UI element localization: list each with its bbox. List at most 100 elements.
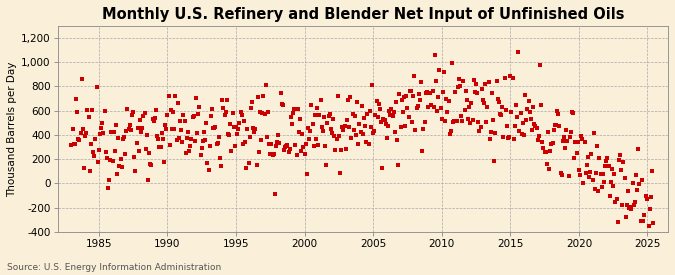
- Point: [342, 118, 352, 123]
- Point: [157, 137, 168, 141]
- Point: [402, 106, 413, 111]
- Point: [81, 131, 92, 135]
- Point: [360, 124, 371, 128]
- Point: [537, 140, 547, 144]
- Point: [607, 167, 618, 171]
- Point: [261, 82, 271, 87]
- Point: [320, 144, 331, 148]
- Point: [200, 138, 211, 142]
- Point: [639, 213, 649, 217]
- Point: [615, 153, 626, 157]
- Point: [335, 170, 346, 175]
- Point: [410, 127, 421, 132]
- Point: [414, 92, 425, 96]
- Point: [223, 132, 234, 136]
- Point: [518, 121, 529, 125]
- Point: [551, 123, 562, 128]
- Point: [394, 92, 405, 97]
- Point: [167, 110, 178, 114]
- Point: [586, 152, 597, 156]
- Point: [512, 115, 522, 120]
- Point: [591, 171, 601, 175]
- Point: [246, 106, 256, 110]
- Point: [338, 128, 349, 133]
- Point: [546, 142, 557, 146]
- Point: [529, 122, 540, 126]
- Point: [147, 116, 158, 121]
- Point: [513, 50, 524, 54]
- Point: [418, 126, 429, 131]
- Point: [290, 143, 301, 147]
- Point: [556, 172, 567, 177]
- Point: [592, 144, 603, 148]
- Point: [597, 172, 608, 177]
- Point: [477, 98, 488, 102]
- Point: [353, 142, 364, 146]
- Point: [627, 180, 638, 185]
- Point: [358, 116, 369, 120]
- Point: [140, 147, 151, 151]
- Point: [508, 137, 519, 142]
- Point: [328, 117, 339, 121]
- Point: [605, 180, 616, 184]
- Point: [99, 109, 110, 113]
- Point: [507, 76, 518, 80]
- Point: [462, 98, 472, 103]
- Point: [146, 163, 157, 167]
- Point: [129, 154, 140, 159]
- Point: [500, 76, 510, 80]
- Y-axis label: Thousand Barrels per Day: Thousand Barrels per Day: [7, 61, 17, 197]
- Point: [220, 110, 231, 114]
- Point: [126, 128, 136, 133]
- Point: [91, 85, 102, 89]
- Point: [558, 138, 568, 143]
- Point: [138, 114, 148, 118]
- Point: [331, 136, 342, 141]
- Point: [596, 185, 607, 189]
- Point: [83, 115, 94, 119]
- Point: [541, 150, 551, 154]
- Point: [412, 104, 423, 108]
- Point: [305, 128, 316, 133]
- Point: [492, 97, 503, 101]
- Point: [216, 164, 227, 168]
- Point: [297, 131, 308, 136]
- Point: [544, 166, 555, 171]
- Point: [421, 90, 432, 94]
- Point: [319, 114, 329, 119]
- Point: [223, 133, 234, 138]
- Point: [109, 149, 120, 153]
- Point: [190, 139, 200, 143]
- Point: [608, 184, 618, 189]
- Point: [493, 100, 504, 104]
- Title: Monthly U.S. Refinery and Blender Net Input of Unfinished Oils: Monthly U.S. Refinery and Blender Net In…: [102, 7, 624, 22]
- Point: [585, 170, 596, 175]
- Point: [317, 124, 327, 129]
- Point: [414, 97, 425, 102]
- Point: [580, 170, 591, 175]
- Point: [159, 160, 169, 164]
- Point: [439, 70, 450, 74]
- Point: [236, 113, 247, 117]
- Point: [361, 140, 372, 144]
- Point: [456, 114, 466, 118]
- Point: [409, 74, 420, 78]
- Point: [541, 161, 552, 166]
- Point: [112, 172, 123, 177]
- Point: [294, 130, 304, 134]
- Point: [587, 178, 598, 183]
- Point: [618, 160, 629, 164]
- Point: [448, 120, 458, 125]
- Point: [227, 111, 238, 116]
- Point: [261, 134, 272, 139]
- Point: [193, 112, 204, 117]
- Point: [362, 112, 373, 116]
- Point: [522, 106, 533, 111]
- Point: [337, 125, 348, 130]
- Point: [400, 124, 410, 128]
- Point: [67, 126, 78, 131]
- Point: [530, 123, 541, 128]
- Point: [369, 129, 380, 133]
- Point: [429, 53, 440, 57]
- Point: [185, 144, 196, 148]
